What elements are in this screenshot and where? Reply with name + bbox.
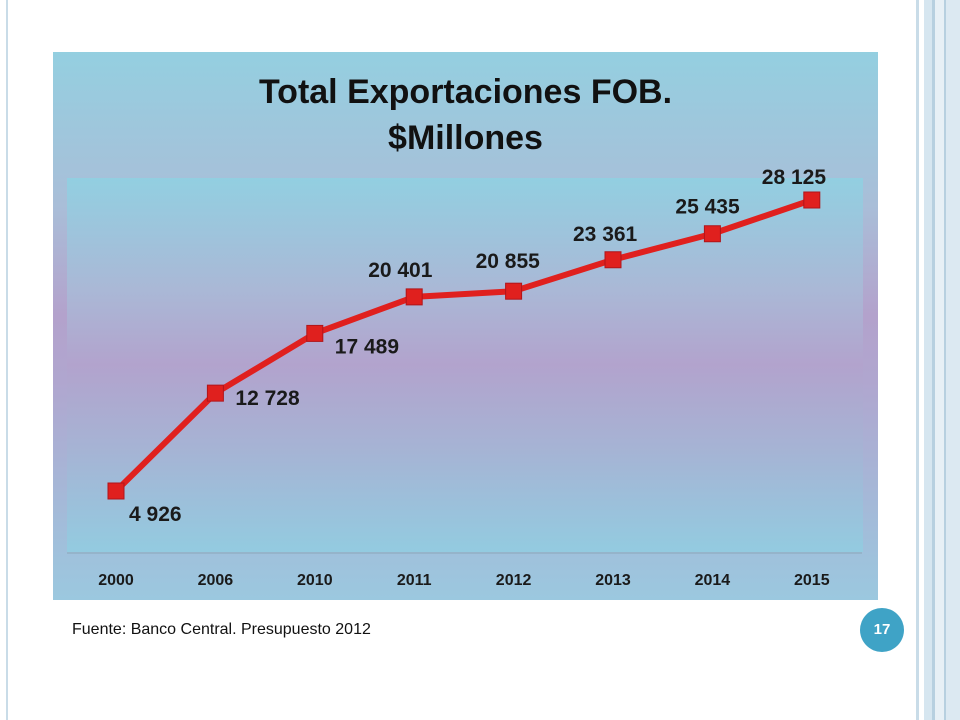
x-tick-label: 2013 bbox=[595, 572, 631, 589]
series-line bbox=[113, 197, 815, 494]
x-tick-label: 2012 bbox=[496, 572, 532, 589]
left-border-line bbox=[6, 0, 8, 720]
right-border-line bbox=[916, 0, 919, 720]
x-tick-label: 2015 bbox=[794, 572, 830, 589]
source-note: Fuente: Banco Central. Presupuesto 2012 bbox=[72, 621, 371, 638]
data-label: 12 728 bbox=[235, 387, 300, 410]
data-point-marker bbox=[803, 191, 821, 209]
data-label: 28 125 bbox=[762, 166, 827, 189]
data-label: 20 855 bbox=[476, 250, 541, 273]
x-tick-label: 2014 bbox=[695, 572, 731, 589]
data-point-marker bbox=[703, 225, 721, 243]
x-tick-label: 2006 bbox=[198, 572, 234, 589]
plot-area bbox=[67, 178, 863, 552]
data-label: 25 435 bbox=[675, 196, 740, 219]
data-label: 17 489 bbox=[335, 335, 399, 358]
data-point-marker bbox=[306, 324, 324, 342]
chart-panel: Total Exportaciones FOB. $Millones bbox=[53, 52, 878, 600]
x-tick-label: 2011 bbox=[397, 572, 432, 589]
data-point-marker bbox=[505, 282, 523, 300]
data-point-marker bbox=[604, 251, 622, 269]
data-label: 4 926 bbox=[129, 503, 182, 526]
data-label: 20 401 bbox=[368, 259, 433, 282]
right-decorative-bar bbox=[924, 0, 960, 720]
page-number-badge: 17 bbox=[860, 608, 904, 652]
data-point-marker bbox=[206, 384, 224, 402]
x-tick-label: 2000 bbox=[98, 572, 134, 589]
x-tick-label: 2010 bbox=[297, 572, 333, 589]
chart-subtitle: $Millones bbox=[388, 119, 543, 157]
data-point-marker bbox=[405, 288, 423, 306]
chart-title: Total Exportaciones FOB. bbox=[258, 73, 673, 111]
data-label: 23 361 bbox=[573, 223, 638, 246]
data-point-marker bbox=[107, 482, 125, 500]
